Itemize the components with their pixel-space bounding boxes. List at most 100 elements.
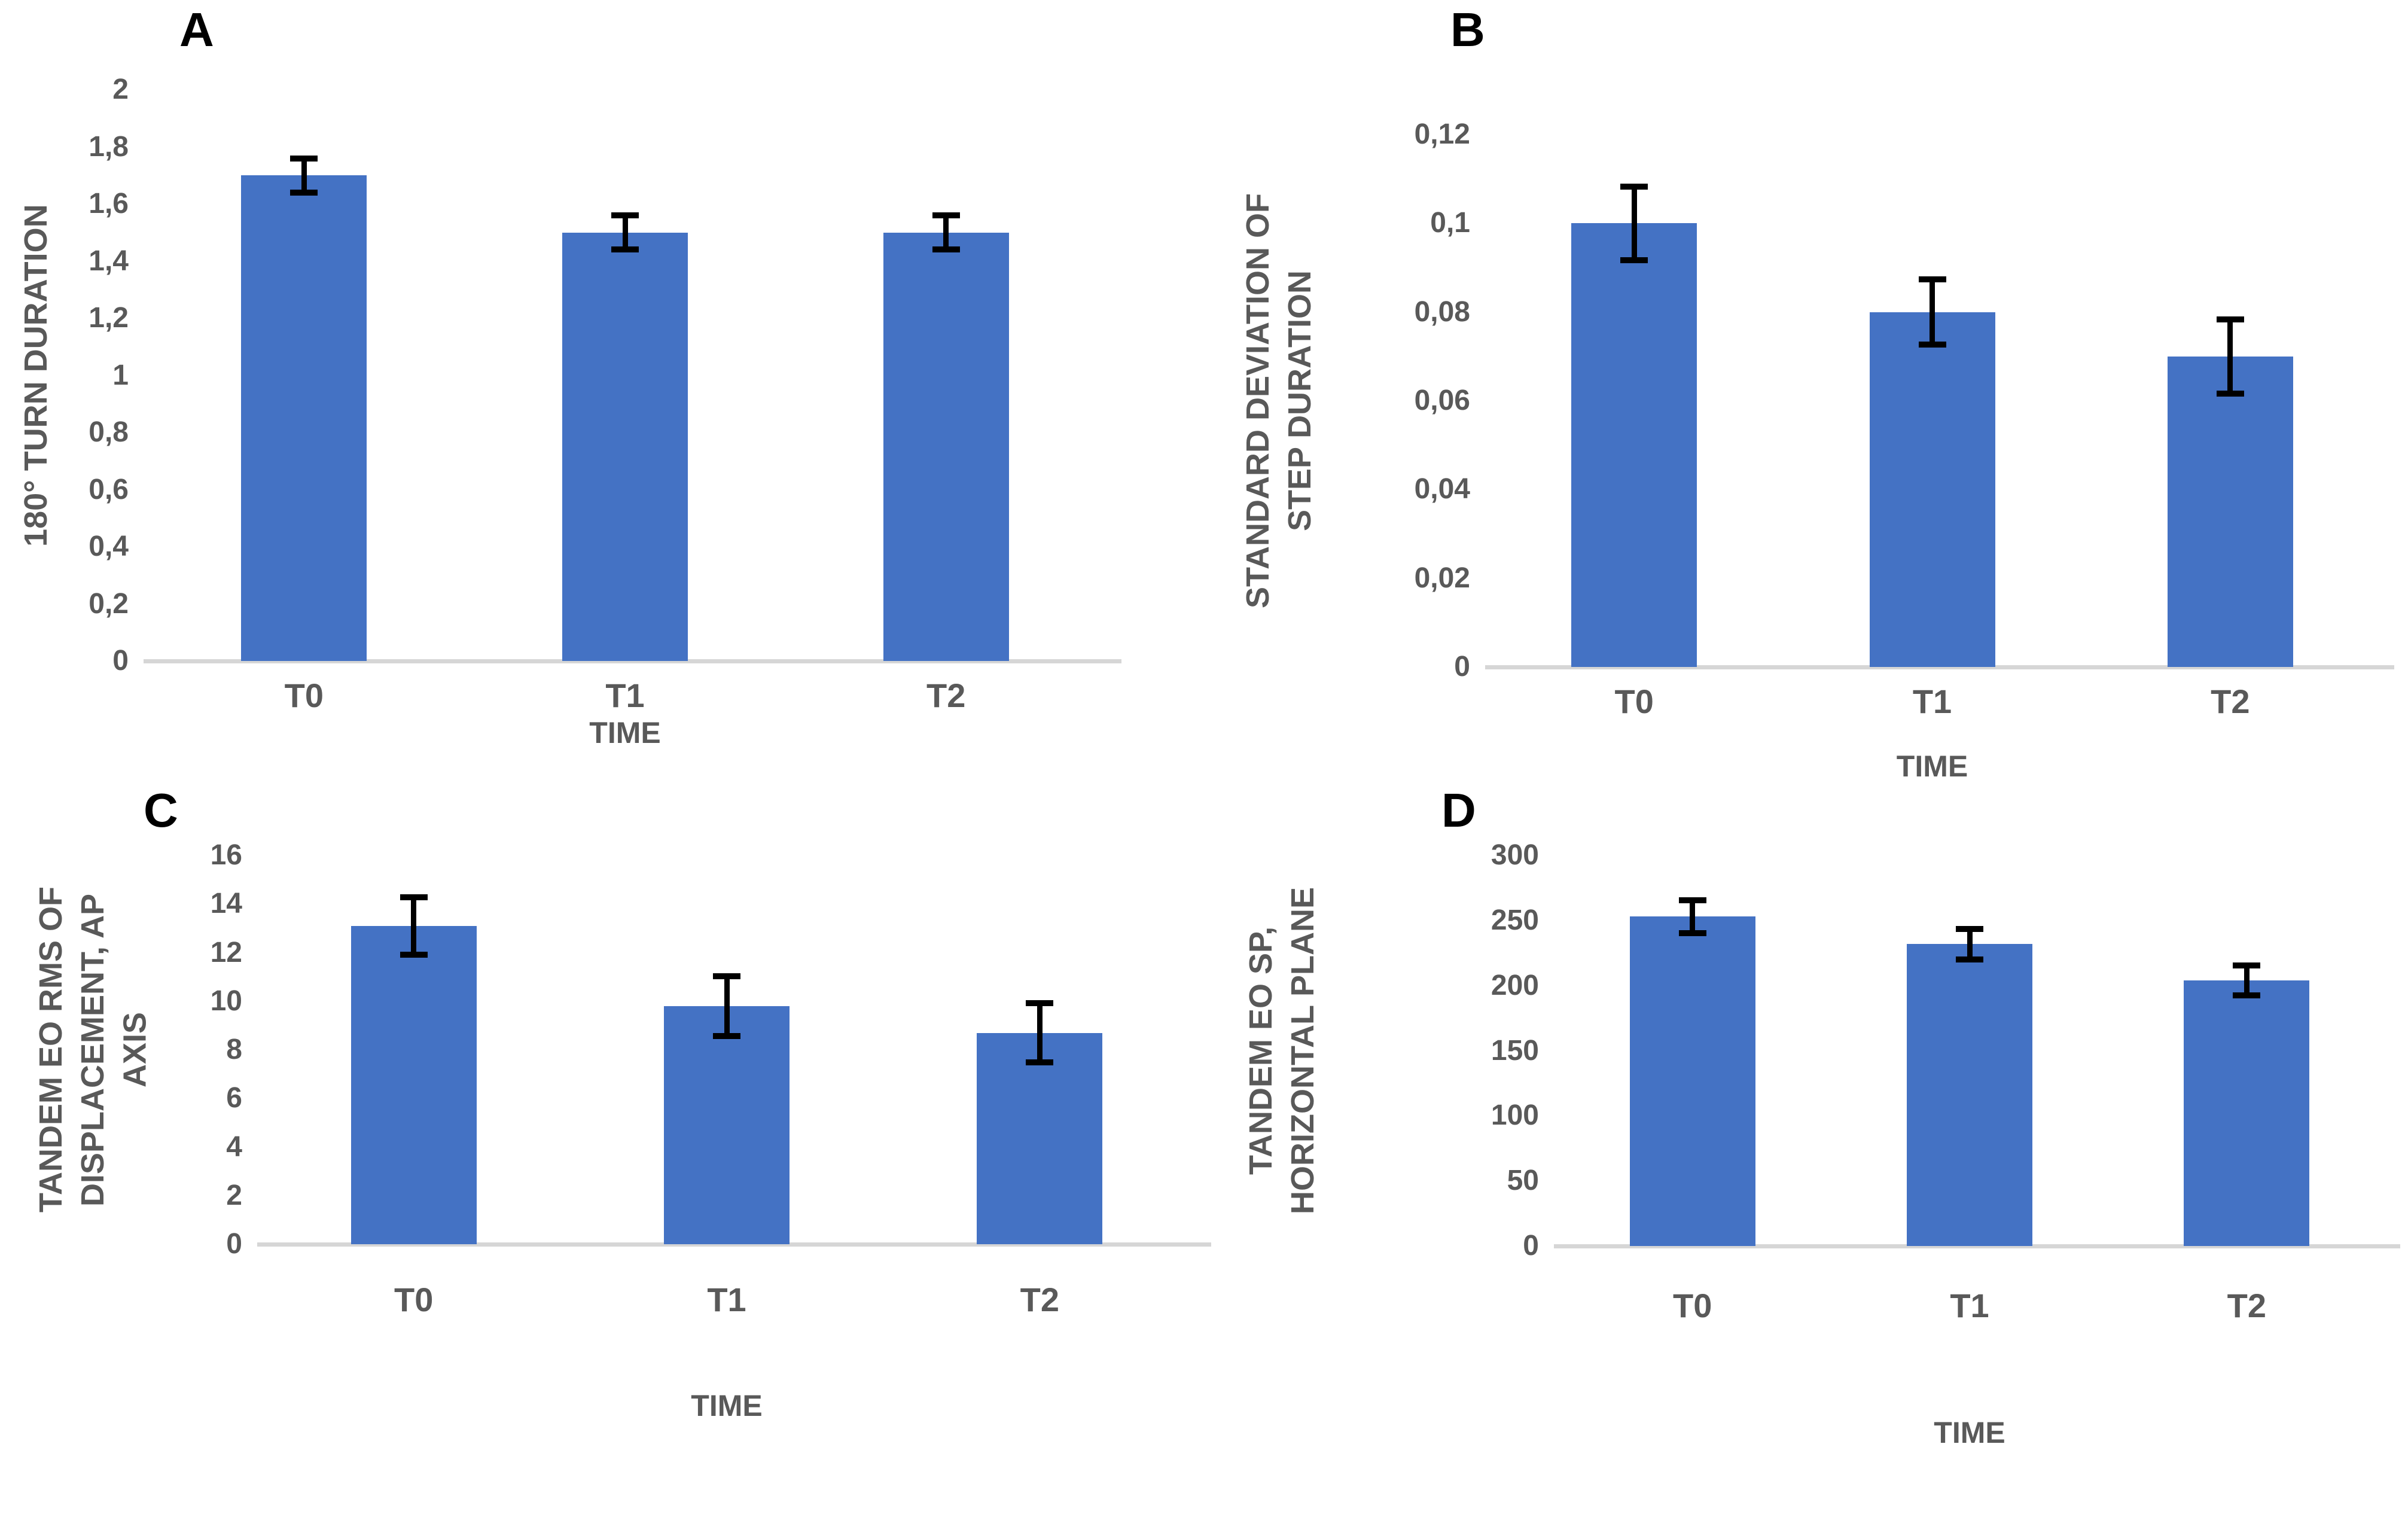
plot-area [1554, 855, 2400, 1248]
plot-area [257, 855, 1211, 1247]
y-axis-title: TANDEM EO SP, HORIZONTAL PLANE [1243, 887, 1321, 1214]
y-tick-label: 14 [210, 888, 242, 920]
x-tick-label: T0 [284, 677, 324, 714]
y-tick-label: 0,1 [1430, 207, 1470, 239]
error-bar-t2 [2216, 316, 2244, 397]
x-tick-label: T2 [2227, 1287, 2266, 1324]
bar-t1 [1907, 944, 2032, 1246]
x-tick-label: T0 [1672, 1287, 1712, 1324]
error-bar-t1 [1918, 276, 1946, 348]
y-tick-label: 0,6 [89, 473, 129, 505]
error-bar-t0 [290, 155, 318, 196]
y-tick-label: 0,4 [89, 531, 129, 562]
x-tick-labels: T0 T1 T2 [1485, 685, 2379, 718]
bar-t2 [977, 1032, 1103, 1244]
bar-t2 [2167, 356, 2293, 667]
y-tick-label: 200 [1490, 969, 1539, 1001]
y-tick-label: 0,8 [89, 416, 129, 448]
y-axis-title: STANDARD DEVIATION OF STEP DURATION [1240, 193, 1318, 608]
x-tick-label: T0 [1614, 683, 1654, 720]
panel-d: D TANDEM EO SP, HORIZONTAL PLANE 300 250 2… [1204, 757, 2408, 1514]
error-bar-t2 [2233, 962, 2261, 999]
y-tick-label: 1,4 [89, 245, 129, 277]
y-tick-label: 0 [1523, 1230, 1539, 1262]
y-tick-label: 1 [112, 359, 129, 391]
y-tick-label: 1,2 [89, 302, 129, 334]
x-tick-labels: T0 T1 T2 [257, 1283, 1196, 1317]
y-tick-rail: 16 14 12 10 8 6 4 2 0 [99, 841, 242, 1259]
x-tick-label: T2 [2211, 683, 2250, 720]
x-tick-label: T1 [707, 1281, 746, 1318]
x-tick-label: T0 [394, 1281, 434, 1318]
panel-letter: D [1441, 784, 1476, 837]
x-tick-label: T1 [605, 677, 645, 714]
bar-t0 [1629, 916, 1755, 1246]
y-tick-label: 4 [226, 1131, 242, 1163]
bar-t0 [350, 925, 477, 1244]
y-tick-label: 16 [210, 839, 242, 871]
bar-t1 [664, 1006, 790, 1244]
x-tick-label: T2 [1020, 1281, 1059, 1318]
y-tick-label: 0,08 [1414, 296, 1470, 328]
y-tick-label: 10 [210, 985, 242, 1017]
panel-b: B STANDARD DEVIATION OF STEP DURATION 0,… [1204, 0, 2408, 781]
y-tick-label: 12 [210, 936, 242, 968]
error-bar-t1 [1956, 925, 1983, 962]
bar-t2 [883, 232, 1009, 661]
panel-letter: C [144, 784, 178, 837]
error-bar-t1 [713, 973, 740, 1039]
x-tick-labels: T0 T1 T2 [1554, 1289, 2385, 1323]
x-axis-title: TIME [589, 716, 661, 750]
x-tick-label: T1 [1950, 1287, 1989, 1324]
y-tick-label: 50 [1507, 1165, 1539, 1197]
panel-letter: A [179, 3, 214, 56]
y-tick-label: 250 [1490, 904, 1539, 936]
error-bar-t1 [611, 212, 639, 253]
panel-letter: B [1450, 3, 1485, 56]
x-axis-title: TIME [691, 1389, 763, 1422]
y-tick-label: 8 [226, 1034, 242, 1065]
y-tick-label: 0 [226, 1228, 242, 1260]
y-tick-rail: 300 250 200 150 100 50 0 [1395, 841, 1539, 1260]
plot-area [144, 90, 1121, 663]
x-tick-labels: T0 T1 T2 [144, 679, 1107, 712]
y-tick-label: 0,02 [1414, 562, 1470, 594]
y-tick-label: 100 [1490, 1099, 1539, 1132]
y-tick-label: 0,04 [1414, 473, 1470, 505]
y-tick-label: 1,8 [89, 130, 129, 163]
x-axis-line [1554, 1244, 2400, 1248]
error-bar-t2 [1026, 1000, 1054, 1066]
error-bar-t0 [1678, 897, 1706, 936]
x-tick-label: T2 [926, 677, 966, 714]
y-tick-rail: 0,12 0,1 0,08 0,06 0,04 0,02 0 [1327, 120, 1470, 681]
bar-t2 [2184, 980, 2310, 1246]
y-tick-label: 1,6 [89, 188, 129, 220]
x-axis-line [144, 659, 1121, 663]
y-tick-label: 150 [1490, 1034, 1539, 1067]
error-bar-t2 [932, 212, 960, 253]
bar-t1 [562, 232, 688, 661]
y-tick-label: 300 [1490, 839, 1539, 871]
y-tick-label: 0 [112, 645, 129, 677]
y-tick-label: 0,06 [1414, 385, 1470, 416]
y-tick-label: 0,2 [89, 587, 129, 620]
x-axis-line [257, 1242, 1211, 1247]
bar-t0 [1571, 223, 1697, 667]
y-tick-label: 0,12 [1414, 118, 1470, 150]
error-bar-t0 [400, 894, 428, 958]
y-tick-label: 2 [226, 1179, 242, 1211]
error-bar-t0 [1620, 183, 1648, 264]
y-tick-label: 0 [1454, 651, 1470, 683]
x-axis-line [1485, 665, 2394, 669]
panel-a: A 180° TURN DURATION 2 1,8 1,6 1,4 1,2 1 0,8 0,… [0, 0, 1204, 757]
x-axis-title: TIME [1896, 750, 1968, 783]
x-tick-label: T1 [1912, 683, 1952, 720]
bar-t1 [1869, 312, 1995, 667]
y-tick-label: 6 [226, 1082, 242, 1114]
y-tick-rail: 2 1,8 1,6 1,4 1,2 1 0,8 0,6 0,4 0,2 0 [0, 75, 129, 675]
x-axis-title: TIME [1934, 1416, 2005, 1449]
plot-area [1485, 135, 2394, 669]
y-tick-label: 2 [112, 74, 129, 105]
bar-t0 [241, 175, 367, 661]
